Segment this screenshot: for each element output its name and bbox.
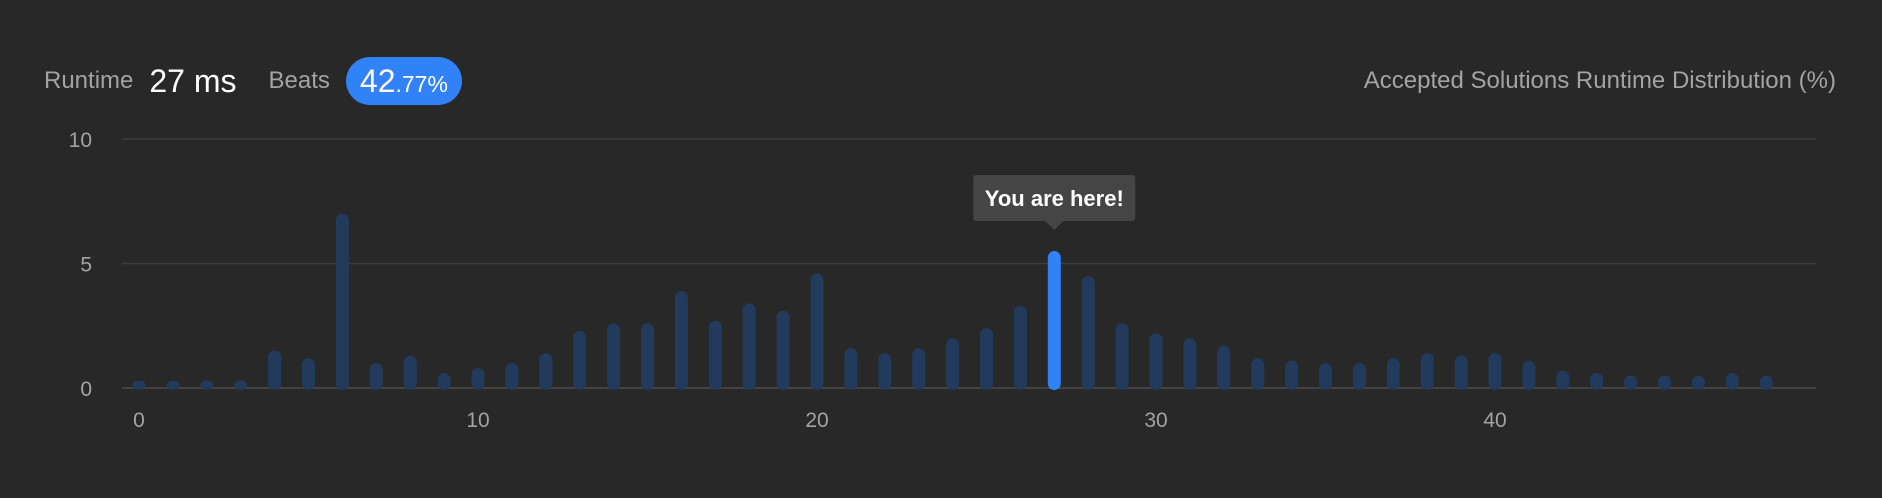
bar xyxy=(1759,375,1773,390)
bar xyxy=(1725,373,1739,390)
bar xyxy=(912,348,926,390)
y-tick-label: 10 xyxy=(69,129,92,152)
chart-title: Accepted Solutions Runtime Distribution … xyxy=(1363,67,1836,94)
tooltip-box xyxy=(973,175,1136,222)
bar xyxy=(132,380,146,390)
runtime-label: Runtime xyxy=(44,67,134,94)
bar xyxy=(641,323,654,390)
x-tick-label: 30 xyxy=(1144,409,1167,432)
beats-badge: 42.77% xyxy=(345,57,462,105)
bar xyxy=(607,323,621,390)
bar xyxy=(878,353,892,390)
bar xyxy=(708,320,722,390)
beats-fraction: .77% xyxy=(395,70,448,97)
bar xyxy=(1386,358,1400,390)
bar xyxy=(471,368,485,390)
bar xyxy=(946,338,960,390)
bar xyxy=(166,380,180,390)
bar xyxy=(674,290,688,390)
bar xyxy=(844,348,858,390)
bar xyxy=(1149,333,1163,390)
bar xyxy=(1488,353,1502,390)
bar xyxy=(1081,275,1095,390)
bar xyxy=(1590,373,1604,390)
bar xyxy=(369,363,383,390)
bar xyxy=(268,350,282,390)
beats-integer: 42 xyxy=(359,62,396,99)
x-tick-label: 10 xyxy=(466,409,489,432)
bar xyxy=(1183,338,1197,390)
bar xyxy=(573,330,587,390)
bar xyxy=(505,363,519,390)
beats-label: Beats xyxy=(268,67,330,94)
bar xyxy=(302,358,315,390)
highlighted-bar xyxy=(1047,251,1061,390)
x-tick-label: 20 xyxy=(805,409,828,432)
bar xyxy=(1319,363,1332,390)
runtime-value: 27 ms xyxy=(149,62,237,99)
bar xyxy=(437,373,451,390)
bar xyxy=(1217,345,1231,390)
x-tick-label: 0 xyxy=(133,409,145,432)
bar xyxy=(776,310,790,390)
bar xyxy=(1658,375,1671,390)
bar xyxy=(335,213,349,390)
x-tick-label: 40 xyxy=(1483,409,1506,432)
bar xyxy=(1624,375,1638,390)
bar xyxy=(810,273,824,390)
bar xyxy=(1115,323,1129,390)
bar xyxy=(742,303,756,390)
tooltip-text: You are here! xyxy=(985,186,1124,211)
bar xyxy=(403,355,417,390)
stats-header: Runtime 27 ms Beats 42.77% Accepted Solu… xyxy=(44,56,1836,106)
bar xyxy=(1420,353,1434,390)
bar xyxy=(200,380,214,390)
y-tick-label: 0 xyxy=(80,378,92,401)
bar xyxy=(980,328,993,390)
bar xyxy=(1691,375,1705,390)
bar xyxy=(1352,363,1366,390)
bar xyxy=(1454,355,1468,390)
bar xyxy=(539,353,553,390)
bar xyxy=(234,380,248,390)
y-tick-label: 5 xyxy=(80,254,92,277)
tooltip-arrow xyxy=(1045,221,1064,231)
bar xyxy=(1522,360,1536,390)
bar xyxy=(1556,370,1570,390)
bar xyxy=(1251,358,1265,390)
bar xyxy=(1013,305,1027,390)
bar xyxy=(1285,360,1299,390)
